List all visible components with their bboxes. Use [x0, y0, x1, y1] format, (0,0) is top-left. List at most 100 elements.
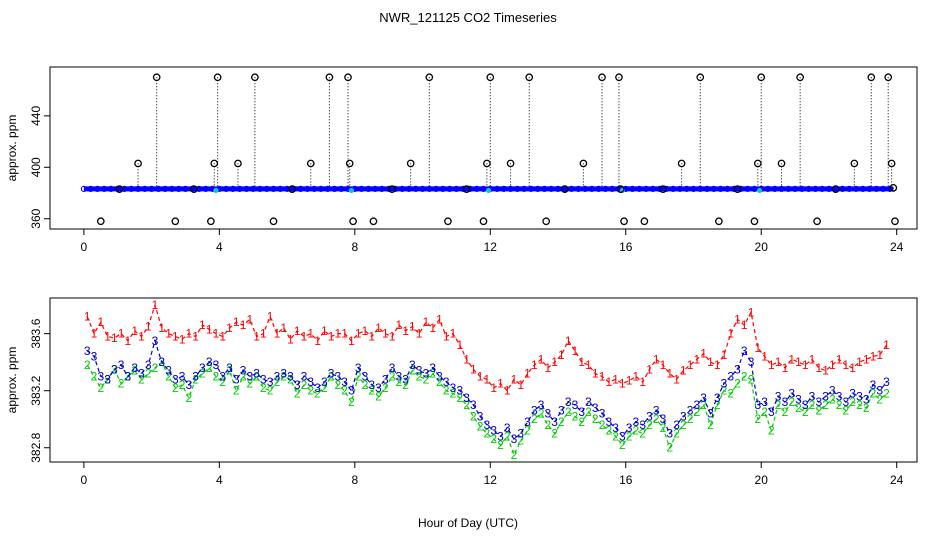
series-1-point: 1 — [450, 327, 457, 341]
series-3-point: 3 — [558, 404, 565, 418]
outlier-point — [753, 159, 762, 168]
series-2-point: 2 — [280, 369, 287, 383]
series-3-point: 3 — [538, 398, 545, 412]
baseline-point — [365, 185, 372, 192]
series-3-point: 3 — [754, 398, 761, 412]
series-2-point: 2 — [450, 387, 457, 401]
series-3-point: 3 — [450, 381, 457, 395]
series-3-point: 3 — [145, 358, 152, 372]
series-3-point: 3 — [849, 387, 856, 401]
x-tick-label: 20 — [755, 240, 769, 254]
series-2-point: 2 — [186, 391, 193, 405]
series-1-point: 1 — [97, 315, 104, 329]
series-3-point: 3 — [206, 355, 213, 369]
series-2-point: 2 — [402, 378, 409, 392]
series-2-point: 2 — [436, 375, 443, 389]
outlier-point — [715, 217, 723, 226]
series-3-point: 3 — [219, 369, 226, 383]
series-3-point: 3 — [240, 364, 247, 378]
series-2-point: 2 — [362, 378, 369, 392]
outlier-point — [542, 217, 551, 226]
series-2-point: 2 — [788, 395, 795, 409]
series-2-point: 2 — [673, 426, 680, 440]
series-3-point: 3 — [97, 369, 104, 383]
baseline-point — [514, 185, 521, 192]
baseline-point — [256, 185, 264, 192]
series-2-point: 2 — [572, 409, 579, 423]
series-1-point: 1 — [633, 369, 640, 383]
series-2-point: 2 — [368, 384, 375, 398]
outlier-point — [733, 185, 742, 193]
series-1-point: 1 — [605, 375, 612, 389]
baseline-point — [656, 185, 663, 192]
series-2-point: 2 — [545, 418, 552, 432]
series-2-point: 2 — [754, 412, 761, 426]
series-2-point: 2 — [172, 381, 179, 395]
series-1-point: 1 — [382, 327, 389, 341]
series-2-point: 2 — [233, 384, 240, 398]
baseline-point — [663, 185, 670, 192]
series-2-point: 2 — [301, 378, 308, 392]
series-2-point: 2 — [538, 407, 545, 421]
series-1-point: 1 — [815, 361, 822, 375]
series-2-point: 2 — [551, 426, 558, 440]
series-2-point: 2 — [423, 372, 430, 386]
baseline-point — [717, 185, 724, 192]
series-1-point: 1 — [585, 358, 592, 372]
series-1-point: 1 — [226, 321, 233, 335]
highlight-point — [485, 187, 492, 194]
baseline-point — [223, 185, 230, 192]
series-1-point: 1 — [714, 358, 721, 372]
series-3-point: 3 — [368, 378, 375, 392]
series-1-point: 1 — [883, 338, 890, 352]
series-2-point: 2 — [206, 361, 213, 375]
series-3-point: 3 — [809, 389, 816, 403]
series-2-point: 2 — [138, 372, 145, 386]
series-1-point: 1 — [795, 355, 802, 369]
baseline-point — [697, 185, 704, 192]
series-2-line — [86, 361, 887, 457]
baseline-point — [805, 185, 812, 192]
series-1-point: 1 — [416, 327, 423, 341]
baseline-point — [168, 185, 176, 192]
baseline-point — [493, 185, 501, 192]
baseline-point — [426, 185, 433, 192]
baseline-point — [764, 185, 772, 192]
series-2-point: 2 — [578, 415, 585, 429]
baseline-point — [575, 185, 582, 192]
top-y-axis: 360 400 440 — [29, 106, 50, 229]
baseline-point — [507, 185, 514, 192]
series-3-point: 3 — [788, 387, 795, 401]
series-3-point: 3 — [389, 361, 396, 375]
series-2-point: 2 — [240, 369, 247, 383]
series-2-point: 2 — [836, 398, 843, 412]
baseline-point — [148, 185, 155, 192]
series-1-point: 1 — [680, 364, 687, 378]
top-plot-frame — [49, 66, 918, 230]
x-tick-label: 0 — [81, 473, 88, 487]
series-1-point: 1 — [639, 375, 646, 389]
series-3-point: 3 — [341, 375, 348, 389]
series-2-point: 2 — [165, 369, 172, 383]
baseline-point — [134, 185, 142, 192]
series-3-point: 3 — [463, 391, 470, 405]
outlier-point — [677, 159, 686, 168]
outlier-point — [850, 159, 859, 168]
baseline-point — [819, 185, 826, 192]
series-3-point: 3 — [314, 381, 321, 395]
series-3-point: 3 — [307, 375, 314, 389]
series-2-point: 2 — [253, 369, 260, 383]
series-3-point: 3 — [260, 372, 267, 386]
baseline-point — [602, 185, 609, 192]
series-2-point: 2 — [246, 377, 253, 391]
series-1-point: 1 — [294, 324, 301, 338]
series-1-point: 1 — [809, 352, 816, 366]
baseline-point — [338, 185, 345, 192]
series-2-point: 2 — [504, 429, 511, 443]
bottom-x-axis: 0 4 8 12 16 20 24 — [81, 462, 904, 487]
baseline-point — [642, 185, 650, 192]
series-3-point: 3 — [84, 344, 91, 358]
series-1-point: 1 — [558, 348, 565, 362]
series-1-point: 1 — [328, 330, 335, 344]
series-2-point: 2 — [829, 392, 836, 406]
